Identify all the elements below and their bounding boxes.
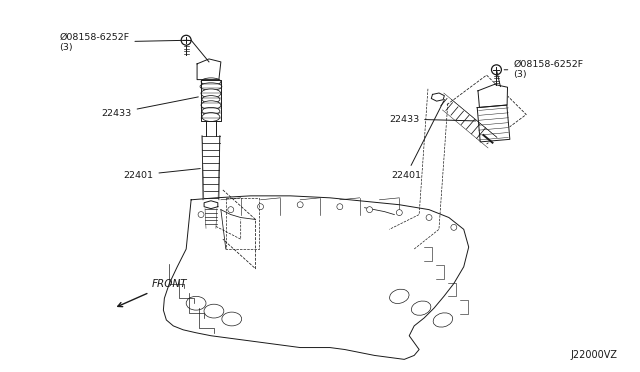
Ellipse shape bbox=[433, 313, 452, 327]
Circle shape bbox=[451, 224, 457, 230]
Circle shape bbox=[426, 215, 432, 221]
Text: 22433: 22433 bbox=[101, 97, 198, 118]
Text: 22433: 22433 bbox=[389, 115, 476, 124]
Text: Ø08158-6252F
(3): Ø08158-6252F (3) bbox=[504, 60, 584, 80]
Ellipse shape bbox=[390, 289, 409, 304]
Polygon shape bbox=[478, 84, 508, 108]
Polygon shape bbox=[163, 196, 468, 359]
Polygon shape bbox=[477, 105, 510, 142]
Circle shape bbox=[198, 212, 204, 218]
Circle shape bbox=[367, 207, 372, 212]
Ellipse shape bbox=[201, 78, 221, 85]
Ellipse shape bbox=[200, 83, 222, 90]
Polygon shape bbox=[201, 80, 221, 121]
Ellipse shape bbox=[186, 296, 206, 310]
Text: Ø08158-6252F
(3): Ø08158-6252F (3) bbox=[60, 32, 188, 52]
Ellipse shape bbox=[202, 96, 220, 103]
Ellipse shape bbox=[201, 101, 221, 110]
Text: 22401: 22401 bbox=[391, 100, 445, 180]
Circle shape bbox=[396, 210, 403, 215]
Circle shape bbox=[337, 204, 343, 210]
Polygon shape bbox=[204, 201, 218, 209]
Text: 22401: 22401 bbox=[124, 169, 200, 180]
Polygon shape bbox=[197, 59, 221, 80]
Ellipse shape bbox=[222, 312, 242, 326]
Ellipse shape bbox=[412, 301, 431, 315]
Circle shape bbox=[228, 207, 234, 212]
Ellipse shape bbox=[204, 304, 224, 318]
Text: FRONT: FRONT bbox=[152, 279, 187, 289]
Text: J22000VZ: J22000VZ bbox=[570, 350, 618, 360]
Ellipse shape bbox=[201, 89, 221, 98]
Circle shape bbox=[257, 204, 264, 210]
Ellipse shape bbox=[202, 113, 220, 122]
Circle shape bbox=[297, 202, 303, 208]
Polygon shape bbox=[431, 93, 444, 101]
Ellipse shape bbox=[202, 108, 220, 115]
